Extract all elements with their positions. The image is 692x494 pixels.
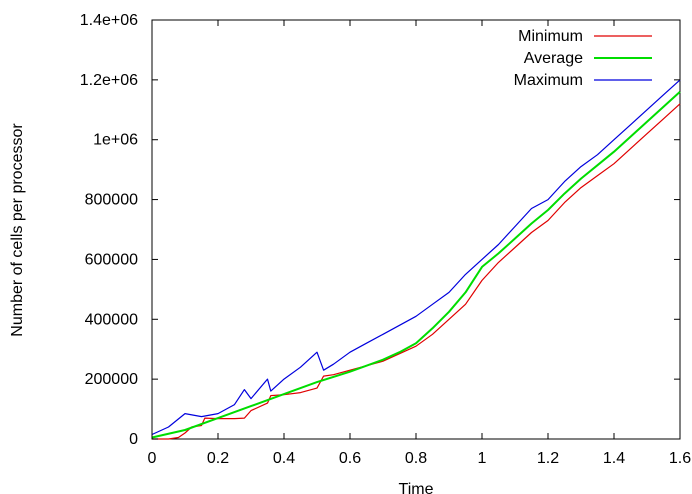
y-tick-label: 400000 bbox=[85, 311, 138, 328]
x-tick-label: 0 bbox=[148, 450, 157, 467]
y-tick-label: 0 bbox=[129, 431, 138, 448]
y-tick-label: 200000 bbox=[85, 371, 138, 388]
x-axis-title: Time bbox=[399, 481, 434, 494]
x-tick-label: 1.4 bbox=[603, 450, 625, 467]
series-layer bbox=[151, 79, 681, 440]
legend: Minimum Average Maximum bbox=[514, 28, 652, 89]
y-axis-title: Number of cells per processor bbox=[9, 123, 26, 337]
x-tick-label: 0.6 bbox=[339, 450, 361, 467]
x-tick-label: 0.4 bbox=[273, 450, 295, 467]
legend-label: Average bbox=[524, 50, 583, 67]
series-line-average bbox=[151, 91, 681, 439]
x-tick-label: 1.6 bbox=[669, 450, 691, 467]
x-axis: 0 0.2 0.4 0.6 0.8 1 1.2 1.4 1.6 bbox=[148, 20, 691, 467]
x-tick-label: 0.8 bbox=[405, 450, 427, 467]
y-tick-label: 1e+06 bbox=[93, 132, 138, 149]
series-line-maximum bbox=[151, 79, 681, 436]
legend-label: Maximum bbox=[514, 72, 583, 89]
series-line-minimum bbox=[152, 103, 681, 440]
y-axis: 0 200000 400000 600000 800000 1e+06 1.2e+06 1.4… bbox=[80, 12, 680, 448]
x-tick-label: 1 bbox=[478, 450, 487, 467]
y-tick-label: 800000 bbox=[85, 192, 138, 209]
x-tick-label: 1.2 bbox=[537, 450, 559, 467]
x-tick-label: 0.2 bbox=[207, 450, 229, 467]
y-tick-label: 1.2e+06 bbox=[80, 72, 138, 89]
legend-label: Minimum bbox=[518, 28, 583, 45]
plot-frame bbox=[151, 19, 681, 440]
plot-area bbox=[151, 19, 681, 440]
y-tick-label: 1.4e+06 bbox=[80, 12, 138, 29]
y-tick-label: 600000 bbox=[85, 251, 138, 268]
